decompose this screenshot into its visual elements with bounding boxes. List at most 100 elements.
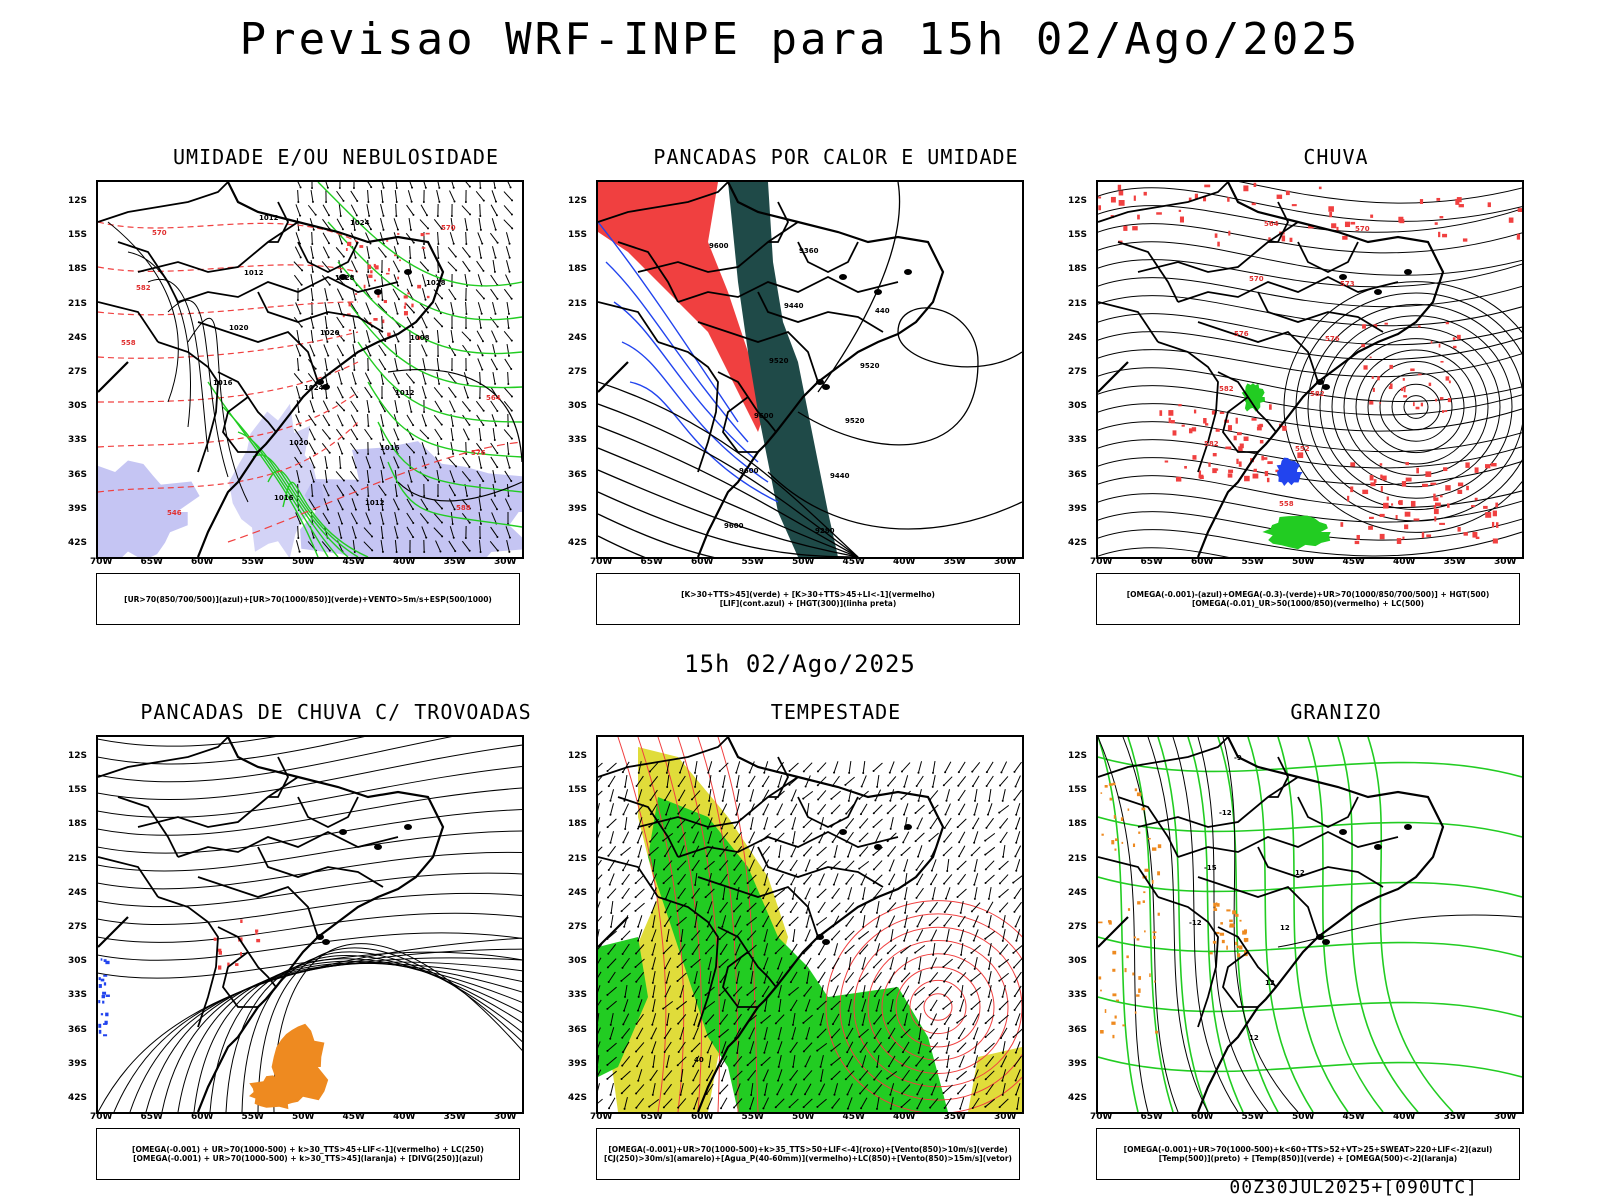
longitude-label: 35W [443, 1112, 466, 1122]
latitude-label: 21S [1068, 853, 1088, 864]
latitude-label: 33S [568, 435, 588, 446]
legend-line: [OMEGA(-0.01)_UR>50(1000/850)(vermelho) … [1191, 599, 1425, 608]
longitude-label: 70W [1090, 557, 1113, 567]
contour-label: -15 [1204, 864, 1217, 872]
longitude-label: 60W [191, 557, 214, 567]
longitude-label: 30W [494, 557, 517, 567]
legend-box: [OMEGA(-0.001)-(azul)+OMEGA(-0.3)-(verde… [1096, 573, 1520, 625]
longitude-label: 45W [1342, 557, 1365, 567]
latitude-label: 18S [68, 819, 88, 830]
latitude-label: 36S [568, 1024, 588, 1035]
contour-label: 564 [486, 394, 501, 402]
latitude-label: 15S [68, 785, 88, 796]
longitude-label: 50W [1292, 1112, 1315, 1122]
legend-line: [Temp(500)](preto) + [Temp(850)](verde) … [1158, 1154, 1458, 1163]
latitude-label: 12S [1068, 751, 1088, 761]
legend-box: [UR>70(850/700/500)](azul)+[UR>70(1000/8… [96, 573, 520, 625]
map-canvas: 40 [596, 735, 1024, 1114]
run-footer: 00Z30JUL2025+[090UTC] [1229, 1177, 1478, 1198]
latitude-label: 27S [1068, 367, 1088, 377]
latitude-label: 33S [568, 990, 588, 1001]
latitude-label: 33S [68, 435, 88, 446]
contour-label: 1012 [259, 214, 279, 222]
latitude-label: 15S [1068, 230, 1088, 241]
contour-label: 12 [1295, 869, 1305, 877]
panel-title: UMIDADE E/OU NEBULOSIDADE [172, 145, 500, 169]
latitude-label: 24S [1068, 887, 1088, 898]
contour-label: 576 [1234, 330, 1249, 338]
latitude-label: 36S [1068, 1024, 1088, 1035]
longitude-label: 70W [1090, 1112, 1113, 1122]
panel-title: GRANIZO [1290, 700, 1382, 724]
longitude-label: 55W [1241, 557, 1264, 567]
latitude-label: 30S [568, 401, 588, 412]
contour-label: 9440 [784, 302, 804, 310]
longitude-label: 35W [943, 557, 966, 567]
legend-box: [OMEGA(-0.001)+UR>70(1000-500)+k>35_TTS>… [596, 1128, 1020, 1180]
latitude-label: 15S [68, 230, 88, 241]
contour-label: 582 [136, 284, 151, 292]
contour-label: 558 [121, 339, 136, 347]
longitude-label: 50W [1292, 557, 1315, 567]
latitude-label: 18S [568, 264, 588, 275]
latitude-label: 12S [68, 751, 88, 761]
latitude-label: 18S [68, 264, 88, 275]
contour-label: 40 [694, 1056, 704, 1064]
latitude-label: 21S [568, 298, 588, 309]
contour-label: 9280 [815, 527, 835, 535]
latitude-label: 15S [568, 785, 588, 796]
longitude-label: 60W [1191, 1112, 1214, 1122]
latitude-label: 21S [68, 853, 88, 864]
latitude-label: 36S [68, 469, 88, 480]
contour-label: 12 [1280, 924, 1290, 932]
latitude-label: 33S [1068, 990, 1088, 1001]
map-panel: GRANIZO 12S 15S 18S 21S 24S 27S 30S 33S 36S 39S 42S… [1068, 700, 1576, 1180]
latitude-label: 30S [68, 401, 88, 412]
contour-label: 1020 [229, 324, 249, 332]
latitude-label: 33S [68, 990, 88, 1001]
contour-label: 1016 [213, 379, 233, 387]
latitude-label: 21S [68, 298, 88, 309]
contour-label: 1024 [304, 384, 324, 392]
contour-label: 564 [1264, 220, 1279, 228]
longitude-label: 55W [1241, 1112, 1264, 1122]
contour-label: 1012 [244, 269, 264, 277]
contour-label: -12 [1189, 919, 1202, 927]
latitude-label: 36S [68, 1024, 88, 1035]
map-panel: PANCADAS DE CHUVA C/ TROVOADAS 12S 15S 18S 2… [68, 700, 576, 1180]
weather-field-overlay: 9600 9600 9600 9600 9520 9440 9360 9280 9440 9520… [598, 182, 1022, 557]
longitude-label: 30W [994, 557, 1017, 567]
map-canvas: -12 -15 -12 -9 12 12 12 12 [1096, 735, 1524, 1114]
contour-label: 570 [1249, 275, 1264, 283]
longitude-label: 45W [342, 1112, 365, 1122]
contour-label: 440 [875, 307, 890, 315]
longitude-label: 50W [792, 1112, 815, 1122]
longitude-label: 65W [140, 557, 163, 567]
contour-label: 1020 [320, 329, 340, 337]
panel-title: PANCADAS DE CHUVA C/ TROVOADAS [140, 700, 532, 724]
latitude-label: 30S [1068, 956, 1088, 967]
weather-field-overlay: -12 -15 -12 -9 12 12 12 12 [1098, 737, 1522, 1112]
panel-title: PANCADAS POR CALOR E UMIDADE [653, 145, 1019, 169]
latitude-label: 27S [68, 367, 88, 377]
contour-label: 9600 [739, 467, 759, 475]
map-canvas: 1016 1020 1012 1012 1016 1020 1024 1020 1028 1024… [96, 180, 524, 559]
longitude-label: 65W [140, 1112, 163, 1122]
map-canvas [96, 735, 524, 1114]
latitude-label: 42S [1068, 1093, 1088, 1103]
map-panel: PANCADAS POR CALOR E UMIDADE 12S 15S 18S 21S… [568, 145, 1076, 625]
contour-label: 1028 [426, 279, 446, 287]
longitude-label: 70W [590, 557, 613, 567]
latitude-label: 39S [568, 1058, 588, 1069]
latitude-label: 30S [1068, 401, 1088, 412]
latitude-label: 21S [568, 853, 588, 864]
longitude-label: 55W [741, 1112, 764, 1122]
longitude-label: 40W [893, 1112, 916, 1122]
longitude-label: 50W [292, 557, 315, 567]
longitude-label: 65W [1140, 1112, 1163, 1122]
contour-label: 1016 [274, 494, 294, 502]
longitude-label: 40W [1393, 1112, 1416, 1122]
latitude-label: 15S [568, 230, 588, 241]
contour-label: 1016 [380, 444, 400, 452]
contour-label: 9600 [724, 522, 744, 530]
